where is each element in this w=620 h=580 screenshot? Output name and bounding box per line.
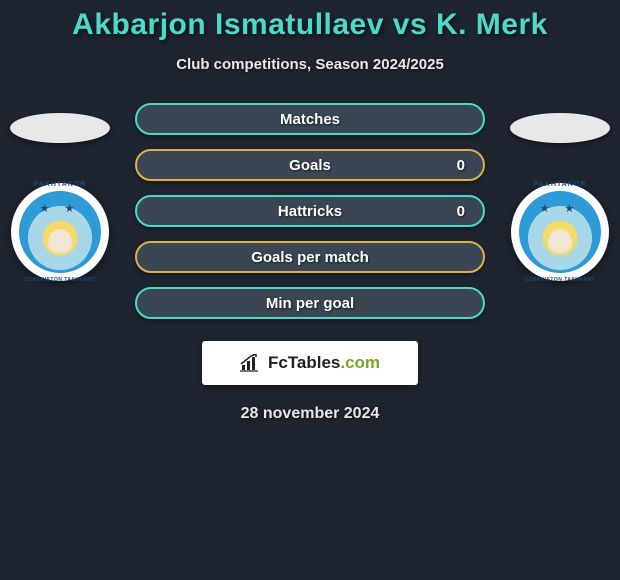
stat-bar: Min per goal bbox=[135, 287, 485, 319]
club-logo-left: PAKHTAKOR UZBEKISTON TASHKENT bbox=[11, 183, 109, 281]
player-right-photo bbox=[510, 113, 610, 143]
stat-bar: Matches bbox=[135, 103, 485, 135]
stat-bars: Matches Goals 0 Hattricks 0 Goals per match Mi… bbox=[135, 103, 485, 319]
stat-bar: Goals per match bbox=[135, 241, 485, 273]
club-logo-right: PAKHTAKOR UZBEKISTON TASHKENT bbox=[511, 183, 609, 281]
stat-bar: Goals 0 bbox=[135, 149, 485, 181]
club-name-top: PAKHTAKOR bbox=[11, 181, 109, 188]
player-left-column: PAKHTAKOR UZBEKISTON TASHKENT bbox=[5, 103, 115, 281]
club-emblem-icon bbox=[19, 191, 101, 273]
stat-bar-value-right: 0 bbox=[457, 157, 465, 174]
club-name-bottom: UZBEKISTON TASHKENT bbox=[511, 277, 609, 283]
player-left-photo bbox=[10, 113, 110, 143]
brand-suffix: .com bbox=[340, 353, 380, 372]
stat-bar-label: Hattricks bbox=[278, 203, 342, 220]
club-name-bottom: UZBEKISTON TASHKENT bbox=[11, 277, 109, 283]
brand-name: FcTables bbox=[268, 353, 340, 372]
comparison-card: Akbarjon Ismatullaev vs K. Merk Club com… bbox=[0, 0, 620, 423]
brand-text: FcTables.com bbox=[268, 353, 380, 373]
main-row: PAKHTAKOR UZBEKISTON TASHKENT Matches Goa… bbox=[0, 103, 620, 319]
brand-box: FcTables.com bbox=[202, 341, 418, 385]
stat-bar-label: Matches bbox=[280, 111, 340, 128]
stat-bar-label: Goals per match bbox=[251, 249, 369, 266]
stat-bar: Hattricks 0 bbox=[135, 195, 485, 227]
date-label: 28 november 2024 bbox=[0, 405, 620, 423]
club-emblem-icon bbox=[519, 191, 601, 273]
bar-chart-icon bbox=[240, 354, 262, 372]
club-name-top: PAKHTAKOR bbox=[511, 181, 609, 188]
stat-bar-value-right: 0 bbox=[457, 203, 465, 220]
subtitle: Club competitions, Season 2024/2025 bbox=[0, 56, 620, 73]
stat-bar-label: Min per goal bbox=[266, 295, 354, 312]
page-title: Akbarjon Ismatullaev vs K. Merk bbox=[0, 8, 620, 42]
player-right-column: PAKHTAKOR UZBEKISTON TASHKENT bbox=[505, 103, 615, 281]
stat-bar-label: Goals bbox=[289, 157, 331, 174]
